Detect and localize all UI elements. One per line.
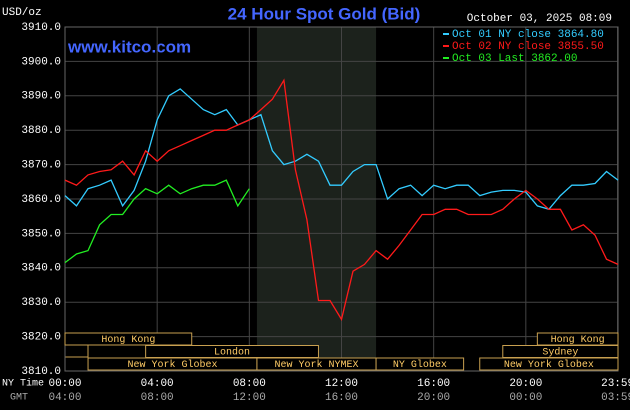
session-label: New York NYMEX [274, 359, 358, 371]
gmt-tick-label: 04:00 [48, 392, 81, 404]
price-line [64, 88, 619, 211]
y-tick-label: 3830.0 [21, 297, 61, 309]
chart-title: 24 Hour Spot Gold (Bid) [228, 4, 421, 23]
site-label: www.kitco.com [67, 37, 191, 56]
y-tick-label: 3870.0 [21, 160, 61, 172]
legend-entry: Oct 02 NY close 3855.50 [452, 41, 604, 53]
x-tick-label: 16:00 [417, 378, 450, 390]
y-tick-label: 3890.0 [21, 91, 61, 103]
legend-entry: Oct 03 Last 3862.00 [452, 53, 577, 65]
session-box [479, 357, 619, 371]
x-tick-label: 08:00 [233, 378, 266, 390]
timestamp: October 03, 2025 08:09 [467, 13, 612, 25]
session-label: London [214, 347, 250, 359]
session-label: NY Globex [393, 359, 447, 371]
plot-frame [64, 26, 619, 372]
y-tick-label: 3850.0 [21, 228, 61, 240]
gmt-tick-label: 03:59 [601, 392, 630, 404]
session-label: Hong Kong [101, 335, 155, 346]
y-tick-label: 3900.0 [21, 56, 61, 68]
legend-entry: Oct 01 NY close 3864.80 [452, 29, 604, 41]
y-tick-label: 3810.0 [21, 366, 61, 378]
gmt-tick-label: 20:00 [417, 392, 450, 404]
y-tick-label: 3880.0 [21, 125, 61, 137]
gmt-tick-label: 08:00 [141, 392, 174, 404]
unit-label: USD/oz [2, 7, 42, 19]
session-box [64, 332, 193, 346]
y-tick-label: 3910.0 [21, 22, 61, 34]
gmt-tick-label: 16:00 [325, 392, 358, 404]
session-label: New York Globex [127, 359, 217, 371]
x-tick-label: 04:00 [141, 378, 174, 390]
gmt-tick-label: 12:00 [233, 392, 266, 404]
y-tick-label: 3840.0 [21, 263, 61, 275]
price-line [64, 78, 619, 322]
x-tick-label: 23:59 [601, 378, 630, 390]
session-label: Hong Kong [551, 335, 605, 346]
price-line [64, 179, 250, 264]
x-tick-label: 20:00 [509, 378, 542, 390]
y-tick-label: 3820.0 [21, 332, 61, 344]
session-label: Sydney [542, 347, 578, 359]
x-tick-label: 00:00 [48, 378, 81, 390]
session-label: New York Globex [504, 359, 594, 371]
gmt-tick-label: 00:00 [509, 392, 542, 404]
y-tick-label: 3860.0 [21, 194, 61, 206]
x-row-label: GMT [10, 393, 28, 404]
x-tick-label: 12:00 [325, 378, 358, 390]
x-row-label: NY Time [2, 378, 44, 390]
session-box [375, 357, 465, 371]
